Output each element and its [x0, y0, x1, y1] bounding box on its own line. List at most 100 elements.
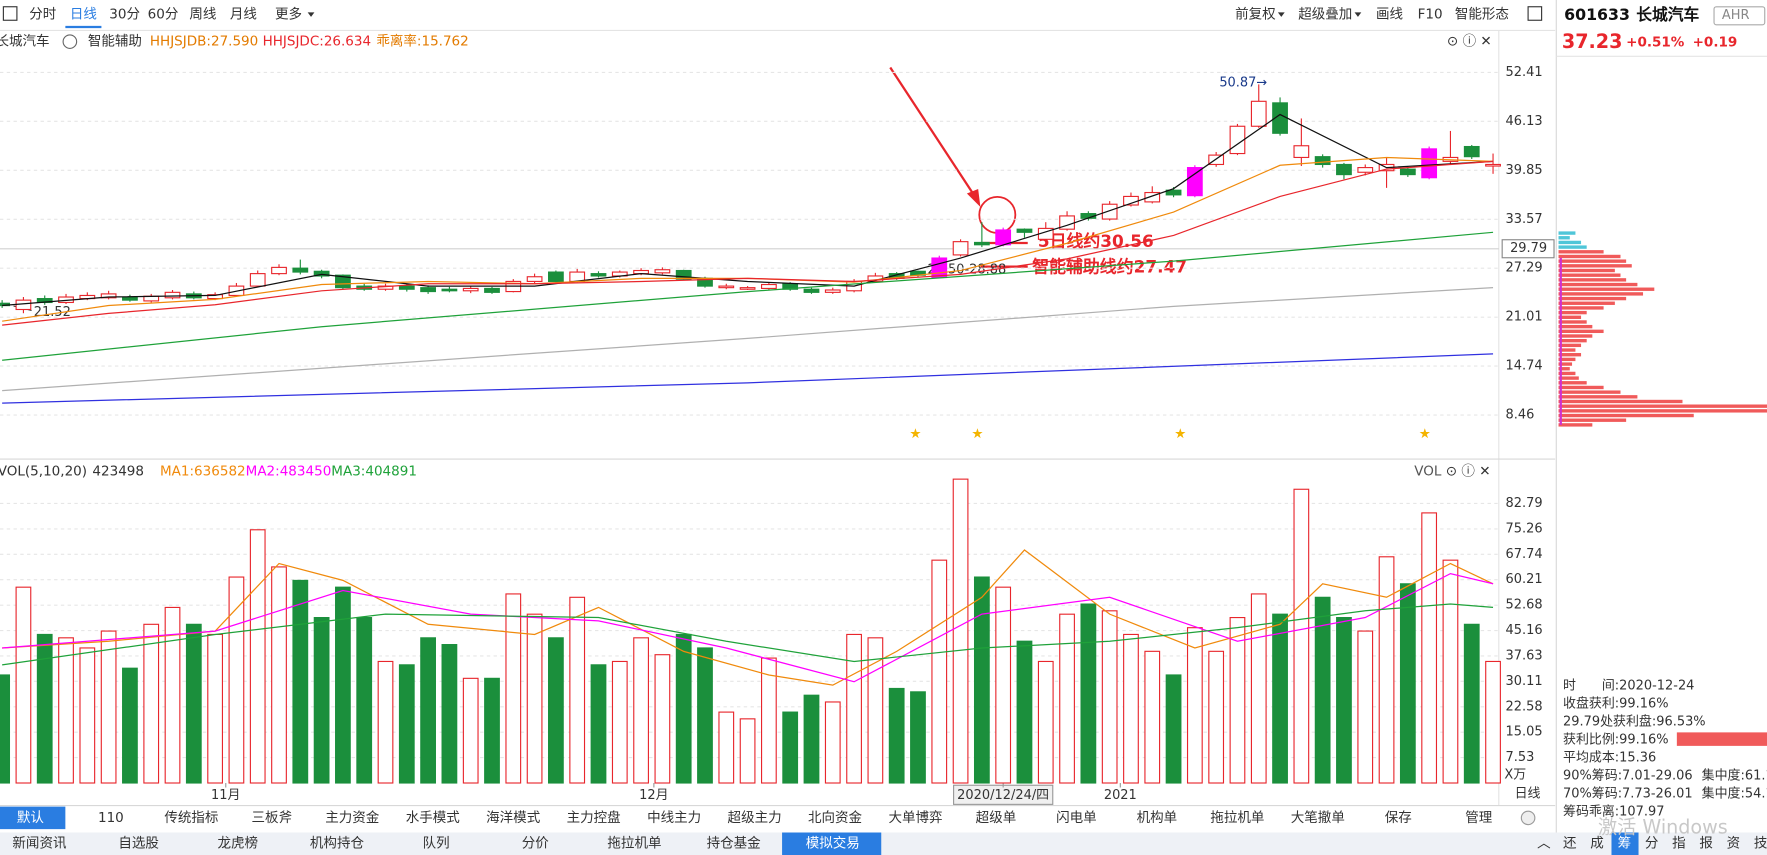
tab[interactable]: 技 — [1754, 836, 1767, 852]
volume-bar — [462, 677, 479, 784]
badge-text[interactable]: AHR — [1722, 8, 1750, 23]
icon[interactable]: ⊙ ⓘ ✕ — [1446, 463, 1491, 479]
tab[interactable]: 机构持仓 — [310, 836, 365, 852]
star-icon: ★ — [909, 426, 921, 442]
volume-bar — [675, 633, 692, 784]
volume-bar — [611, 660, 628, 784]
y-tick-label: 67.74 — [1506, 547, 1543, 562]
tab[interactable]: 队列 — [423, 836, 450, 852]
tab[interactable]: 保存 — [1385, 810, 1412, 826]
candle-body — [313, 270, 330, 277]
tab[interactable]: 超级单 — [976, 810, 1017, 826]
y-tick-label: 21.01 — [1506, 310, 1543, 325]
tab[interactable]: 指 — [1672, 836, 1686, 852]
tab[interactable]: 闪电单 — [1056, 810, 1097, 826]
tab[interactable]: 分 — [1645, 836, 1659, 852]
panel-icon[interactable] — [1527, 6, 1543, 21]
dropdown-arrow — [307, 12, 315, 17]
tab[interactable]: 报 — [1699, 836, 1713, 852]
tab[interactable]: 新闻资讯 — [12, 836, 67, 852]
chip-bar — [1558, 287, 1655, 291]
tab[interactable]: 模拟交易 — [806, 835, 860, 852]
tab[interactable]: 30分 — [109, 7, 140, 23]
volume-bar — [0, 674, 11, 784]
y-tick-label: 75.26 — [1506, 521, 1543, 536]
candle-body — [100, 293, 117, 299]
scroll-icon[interactable] — [1520, 810, 1536, 826]
tab[interactable]: 自选股 — [118, 836, 159, 852]
icon[interactable]: ⊙ ⓘ ✕ — [1447, 34, 1492, 50]
tab[interactable]: 60分 — [148, 7, 179, 23]
tab[interactable]: 超级主力 — [728, 810, 782, 826]
tab[interactable]: 成 — [1590, 836, 1604, 852]
tab[interactable]: 日线 — [70, 7, 97, 23]
tab[interactable]: 月线 — [230, 7, 257, 23]
tab[interactable]: 大笔撤单 — [1291, 810, 1345, 826]
volume-bar — [526, 613, 543, 784]
tab[interactable]: 拖拉机单 — [607, 836, 661, 852]
toolbar-item[interactable]: 前复权 — [1235, 6, 1276, 23]
y-tick-label: 46.13 — [1506, 114, 1543, 129]
tab[interactable]: 拖拉机单 — [1210, 810, 1264, 826]
tab[interactable]: 持仓基金 — [707, 835, 762, 852]
chip-bar — [1558, 385, 1604, 390]
tab[interactable]: 北向资金 — [808, 810, 863, 826]
vol-corner: VOL — [1414, 463, 1442, 479]
volume-bar — [1101, 610, 1118, 784]
toolbar-item[interactable]: 超级叠加 — [1298, 7, 1352, 23]
volume-bar — [1272, 613, 1288, 784]
tab[interactable]: 主力控盘 — [567, 809, 621, 826]
tab[interactable]: 分价 — [522, 836, 550, 852]
ma-line — [2, 603, 1494, 666]
chip-bar — [1558, 423, 1593, 427]
candle-body — [1208, 154, 1225, 166]
tab[interactable]: 主力资金 — [325, 810, 380, 826]
volume-bar — [58, 637, 74, 784]
volume-bar — [569, 596, 586, 784]
toolbar-item[interactable]: 画线 — [1376, 7, 1403, 23]
indicator-value: 乖离率:15.762 — [376, 33, 468, 50]
chip-info: 29.79处获利盘:96.53% — [1563, 714, 1706, 730]
indicator-name[interactable]: 智能辅助 — [88, 34, 142, 50]
tab[interactable]: 默认 — [17, 810, 45, 826]
volume-bar — [1250, 593, 1267, 784]
tab[interactable]: 海洋模式 — [486, 810, 541, 826]
tab[interactable]: 管理 — [1465, 810, 1493, 826]
badge[interactable] — [1713, 6, 1766, 26]
chip-bar — [1558, 231, 1576, 235]
tab[interactable]: 周线 — [189, 7, 216, 23]
y-tick-label: 60.21 — [1506, 572, 1543, 587]
tab[interactable]: 龙虎榜 — [218, 835, 259, 852]
annotation: 智能辅助线约27.47 — [1032, 257, 1187, 277]
candle-body — [1101, 203, 1118, 220]
dropdown-icon[interactable] — [62, 34, 78, 49]
tab[interactable]: 还 — [1563, 836, 1577, 852]
chip-bar — [1558, 310, 1587, 315]
tab[interactable]: 110 — [98, 810, 124, 826]
expand-icon[interactable]: ︿ — [1537, 836, 1551, 852]
menu-icon[interactable] — [2, 6, 18, 21]
toolbar-item[interactable]: F10 — [1418, 7, 1443, 23]
y-tick-label: 27.29 — [1506, 261, 1543, 276]
candle-body — [803, 288, 820, 293]
vol-legend: MA2:483450 — [246, 463, 332, 479]
tab[interactable]: 三板斧 — [252, 810, 293, 826]
tab[interactable]: 水手模式 — [406, 810, 461, 826]
toolbar-item[interactable]: 智能形态 — [1455, 7, 1509, 23]
tab[interactable]: 传统指标 — [164, 810, 218, 826]
volume-bar — [1229, 617, 1246, 784]
tab[interactable]: 大单博弈 — [888, 809, 942, 826]
volume-bar — [164, 606, 181, 784]
stock-name: 长城汽车 — [0, 33, 50, 50]
tab[interactable]: 中线主力 — [647, 810, 701, 826]
volume-bar — [356, 617, 373, 784]
tab[interactable]: 筹 — [1618, 835, 1632, 852]
tab[interactable]: 资 — [1727, 836, 1741, 852]
chip-info: 平均成本:15.36 — [1563, 751, 1656, 766]
tab[interactable]: 机构单 — [1137, 810, 1178, 826]
tab[interactable]: 更多 — [275, 6, 302, 23]
volume-bar — [271, 566, 287, 784]
tab[interactable]: 分时 — [29, 7, 56, 23]
candle-body — [1165, 189, 1182, 196]
chip-bar — [1558, 320, 1587, 324]
